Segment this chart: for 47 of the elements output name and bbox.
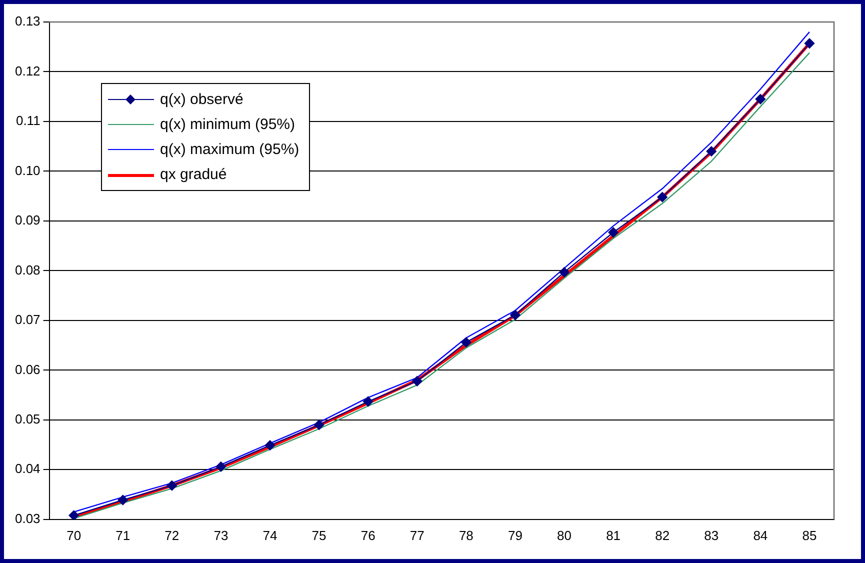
x-tick-label: 81 xyxy=(606,528,621,543)
y-tick-label: 0.12 xyxy=(14,63,40,78)
point xyxy=(510,310,520,320)
x-tick-label: 76 xyxy=(360,528,376,543)
x-tick-label: 78 xyxy=(458,528,474,543)
x-tick-label: 82 xyxy=(655,528,670,543)
y-tick-label: 0.11 xyxy=(16,113,40,128)
y-tick-label: 0.06 xyxy=(14,362,40,377)
legend-label: q(x) maximum (95%) xyxy=(160,141,300,158)
x-tick-label: 79 xyxy=(508,528,522,543)
y-tick-label: 0.05 xyxy=(14,412,40,426)
y-tick-label: 0.13 xyxy=(14,14,40,29)
legend-label: q(x) minimum (95%) xyxy=(160,116,296,133)
y-tick-label: 0.10 xyxy=(14,162,40,178)
point xyxy=(755,94,766,104)
point xyxy=(412,376,422,386)
x-tick-label: 83 xyxy=(704,528,719,543)
y-tick-label: 0.08 xyxy=(14,262,40,278)
point xyxy=(362,396,374,407)
y-tick-label: 0.07 xyxy=(14,312,40,328)
legend-label: qx gradué xyxy=(160,166,227,183)
point xyxy=(68,510,79,520)
point xyxy=(657,192,668,202)
y-tick-label: 0.03 xyxy=(14,510,40,526)
point xyxy=(559,267,570,278)
x-tick-label: 74 xyxy=(262,528,278,543)
point xyxy=(216,462,226,472)
legend-label: q(x) observé xyxy=(160,91,244,108)
x-tick-label: 73 xyxy=(214,528,228,543)
point xyxy=(461,337,472,348)
point xyxy=(314,420,324,430)
point xyxy=(166,480,178,491)
point xyxy=(804,38,815,48)
y-tick-label: 0.09 xyxy=(14,212,40,228)
x-tick-label: 85 xyxy=(802,528,817,543)
x-tick-label: 71 xyxy=(116,528,130,543)
point xyxy=(608,227,618,238)
x-tick-label: 77 xyxy=(410,528,424,543)
x-tick-label: 80 xyxy=(557,528,572,543)
x-tick-label: 75 xyxy=(312,528,326,543)
point xyxy=(706,146,716,156)
x-tick-label: 84 xyxy=(753,528,768,543)
x-tick-label: 70 xyxy=(66,528,82,543)
point xyxy=(118,494,128,506)
x-tick-label: 72 xyxy=(164,528,180,543)
point xyxy=(264,440,276,450)
y-tick-label: 0.04 xyxy=(14,461,40,476)
